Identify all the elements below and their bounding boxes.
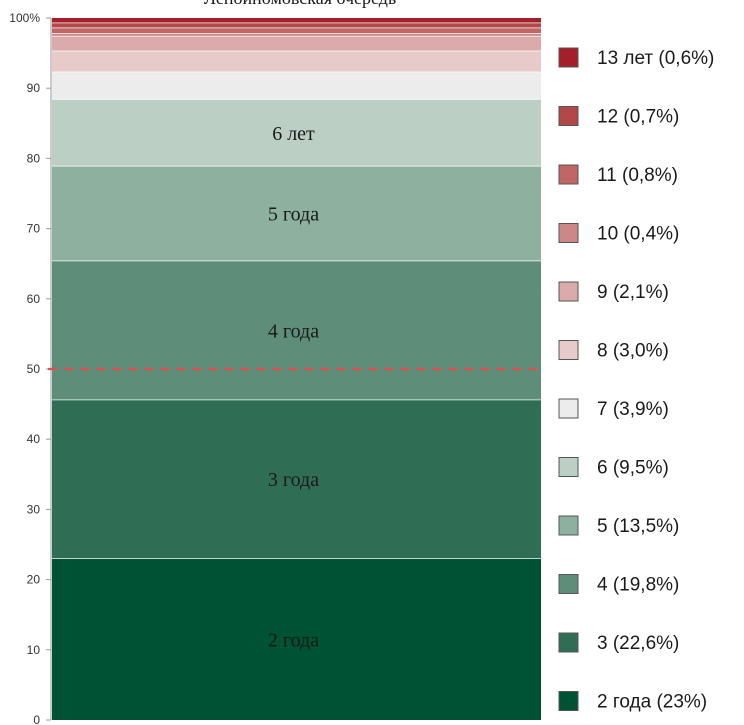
y-tick-label: 0 [33, 713, 40, 725]
legend-item: 9 (2,1%) [558, 281, 669, 303]
legend-item: 10 (0,4%) [558, 223, 679, 245]
legend-label: 9 (2,1%) [597, 282, 669, 303]
legend-item: 11 (0,8%) [558, 164, 678, 186]
legend-item: 13 лет (0,6%) [558, 47, 714, 69]
legend-swatch [558, 164, 579, 185]
segment-label: 3 года [268, 469, 319, 491]
bar-segment [52, 558, 541, 720]
legend-label: 7 (3,9%) [597, 399, 669, 420]
bar-segment [52, 99, 541, 167]
legend-swatch [558, 47, 579, 68]
bar-segments [52, 18, 541, 720]
legend: 13 лет (0,6%) 12 (0,7%) 11 (0,8%) 10 (0,4%)… [558, 47, 714, 713]
bar-segment [52, 260, 541, 400]
legend-item: 2 года (23%) [558, 691, 707, 713]
legend-swatch [558, 281, 579, 302]
legend-swatch [558, 632, 579, 653]
legend-label: 3 (22,6%) [597, 633, 679, 654]
bar-segment [52, 22, 541, 28]
segment-labels: 2 года 3 года 4 года 5 года 6 лет [268, 123, 319, 651]
bar-segment [52, 18, 541, 23]
legend-label: 12 (0,7%) [597, 107, 679, 128]
legend-label: 13 лет (0,6%) [597, 48, 714, 69]
legend-item: 7 (3,9%) [558, 398, 669, 420]
y-tick-label: 90 [27, 81, 41, 95]
legend-swatch [558, 515, 579, 536]
y-tick-label: 70 [27, 222, 41, 236]
chart-title: Лепойномовская очередь [204, 0, 396, 8]
legend-label: 5 (13,5%) [597, 516, 679, 537]
bar-segment [52, 72, 541, 100]
legend-label: 11 (0,8%) [597, 165, 678, 186]
legend-label: 2 года (23%) [597, 692, 707, 713]
legend-swatch [558, 457, 579, 477]
legend-swatch [558, 223, 579, 243]
bar-segment [52, 166, 541, 261]
segment-label: 4 года [268, 320, 319, 342]
y-tick-label: 30 [27, 502, 41, 516]
legend-item: 4 (19,8%) [558, 574, 679, 596]
legend-swatch [558, 574, 579, 594]
y-tick-label: 80 [27, 151, 41, 165]
legend-label: 4 (19,8%) [597, 575, 679, 596]
segment-label: 2 года [268, 629, 319, 651]
segment-label: 5 года [268, 204, 319, 226]
y-tick-label: 60 [27, 292, 41, 306]
bar-segment [52, 33, 541, 37]
legend-swatch [558, 340, 579, 360]
legend-label: 10 (0,4%) [597, 224, 679, 245]
bar-segment [52, 27, 541, 34]
legend-swatch [558, 106, 579, 126]
y-tick-label: 40 [27, 432, 41, 446]
y-axis: 0 10 20 30 40 50 60 70 80 90 100% [9, 11, 52, 725]
bar-segment [52, 50, 541, 73]
legend-label: 6 (9,5%) [597, 458, 669, 479]
y-tick-label: 100% [9, 11, 40, 25]
legend-swatch [558, 691, 579, 711]
legend-item: 12 (0,7%) [558, 106, 679, 128]
legend-item: 6 (9,5%) [558, 457, 669, 479]
bar-segment [52, 36, 541, 51]
y-tick-label: 10 [27, 643, 41, 657]
legend-item: 3 (22,6%) [558, 632, 679, 654]
y-tick-label: 20 [27, 573, 41, 587]
legend-label: 8 (3,0%) [597, 341, 669, 362]
y-tick-label: 50 [27, 362, 41, 376]
segment-label: 6 лет [272, 123, 315, 145]
bar-segment [52, 399, 541, 559]
legend-swatch [558, 398, 579, 419]
legend-item: 8 (3,0%) [558, 340, 669, 362]
legend-item: 5 (13,5%) [558, 515, 679, 537]
